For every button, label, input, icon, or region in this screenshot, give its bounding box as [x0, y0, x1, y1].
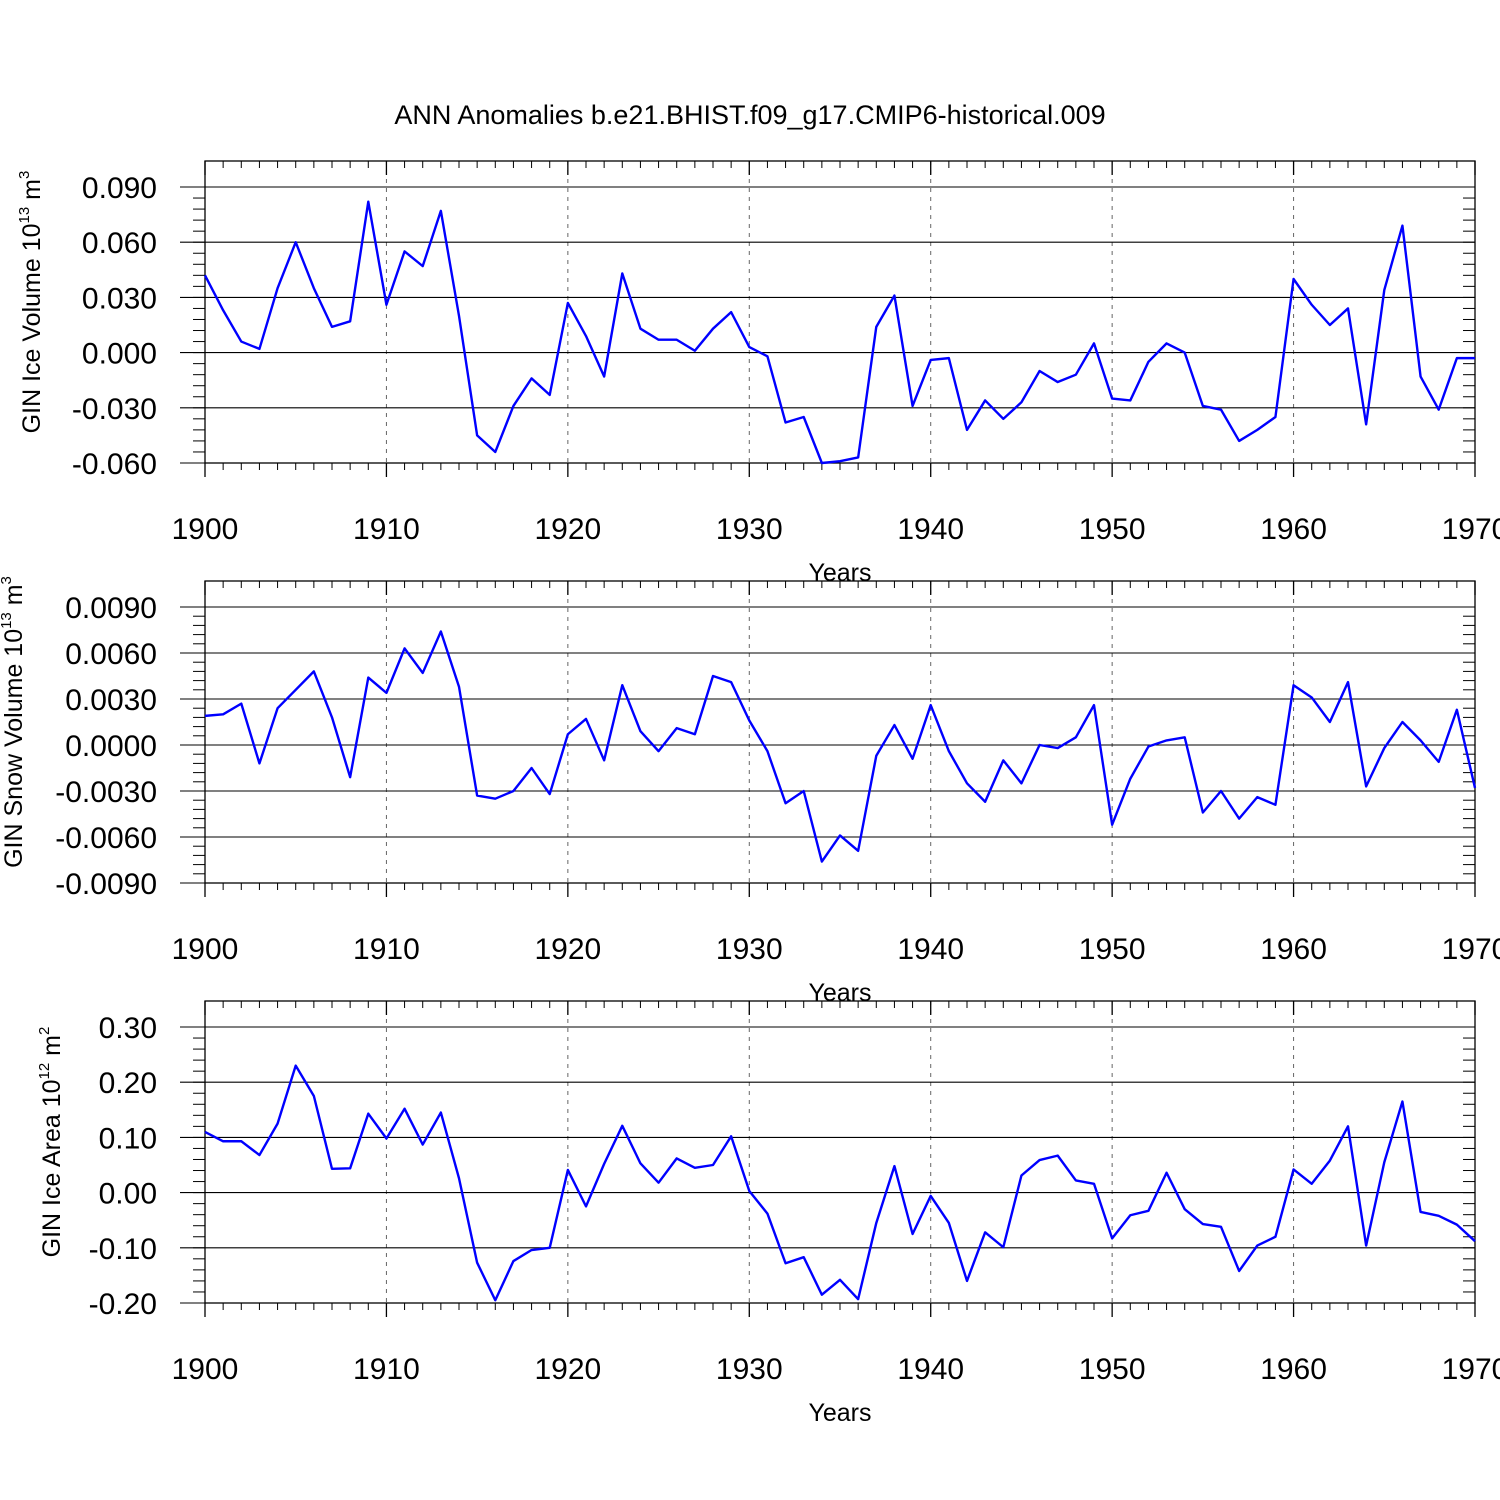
y-tick-label: -0.060	[72, 448, 157, 481]
x-tick-label: 1950	[1079, 1353, 1146, 1386]
y-axis-label-unit: m	[38, 1035, 66, 1063]
panels: 1900 1910 1920 1930 1940 1950 1960 1970 -0.060 -0…	[0, 160, 1500, 1427]
plot-frame	[204, 160, 1476, 464]
x-tick-label: 1930	[716, 513, 783, 546]
y-tick-label: 0.10	[99, 1122, 157, 1155]
y-axis-label: GIN Snow Volume 1013 m3	[0, 576, 28, 868]
figure-title: ANN Anomalies b.e21.BHIST.f09_g17.CMIP6-…	[394, 100, 1105, 130]
plot-frame	[204, 580, 1476, 884]
x-tick-label: 1900	[172, 933, 239, 966]
y-axis-label-unit-exponent: 2	[36, 1027, 53, 1035]
panel-3: 1900 1910 1920 1930 1940 1950 1960 1970 -0.20 -0.…	[36, 1000, 1500, 1427]
y-tick-label: -0.10	[89, 1233, 157, 1266]
y-tick-label: 0.00	[99, 1178, 157, 1211]
series-line	[203, 200, 1475, 465]
x-tick-label: 1930	[716, 933, 783, 966]
y-axis-label: GIN Ice Area 1012 m2	[36, 1027, 66, 1258]
y-tick-label: -0.0030	[55, 776, 157, 809]
x-tick-label: 1960	[1260, 513, 1327, 546]
x-tick-label: 1910	[353, 1353, 420, 1386]
x-tick-label: 1900	[172, 513, 239, 546]
y-tick-label: 0.030	[82, 282, 157, 315]
x-tick-label: 1970	[1442, 1353, 1500, 1386]
panel-2: 1900 1910 1920 1930 1940 1950 1960 1970 -0.0090 -…	[0, 576, 1500, 1007]
y-axis-label-exponent: 12	[36, 1063, 53, 1080]
x-tick-label: 1940	[897, 513, 964, 546]
plot-frame	[204, 1000, 1476, 1304]
y-tick-label: 0.0090	[65, 592, 157, 625]
x-tick-label: 1920	[534, 933, 601, 966]
y-tick-label: 0.000	[82, 338, 157, 371]
x-tick-label: 1950	[1079, 513, 1146, 546]
x-tick-label: 1960	[1260, 1353, 1327, 1386]
y-tick-label: 0.060	[82, 227, 157, 260]
y-axis-label-text: GIN Ice Volume 10	[18, 223, 46, 433]
y-tick-label: -0.20	[89, 1288, 157, 1321]
y-tick-label: 0.0000	[65, 730, 157, 763]
y-tick-label: -0.030	[72, 393, 157, 426]
y-tick-label: 0.20	[99, 1067, 157, 1100]
x-tick-label: 1910	[353, 513, 420, 546]
x-tick-label: 1920	[534, 1353, 601, 1386]
x-tick-label: 1950	[1079, 933, 1146, 966]
x-tick-label: 1940	[897, 933, 964, 966]
x-tick-label: 1940	[897, 1353, 964, 1386]
x-tick-label: 1910	[353, 933, 420, 966]
y-tick-label: 0.0030	[65, 684, 157, 717]
x-tick-label: 1970	[1442, 513, 1500, 546]
y-axis-label-exponent: 13	[16, 207, 33, 224]
y-tick-label: -0.0090	[55, 868, 157, 901]
y-axis-label-unit: m	[0, 584, 28, 612]
series-line	[204, 630, 1477, 863]
y-tick-label: 0.0060	[65, 638, 157, 671]
x-axis-label: Years	[808, 1399, 871, 1427]
y-axis-label-unit: m	[18, 179, 46, 207]
y-axis-label-text: GIN Snow Volume 10	[0, 629, 28, 868]
x-tick-label: 1900	[172, 1353, 239, 1386]
y-tick-label: 0.090	[82, 172, 157, 205]
y-tick-label: 0.30	[99, 1012, 157, 1045]
x-tick-label: 1970	[1442, 933, 1500, 966]
panel-1: 1900 1910 1920 1930 1940 1950 1960 1970 -0.060 -0…	[16, 160, 1500, 587]
x-tick-label: 1960	[1260, 933, 1327, 966]
y-tick-label: -0.0060	[55, 822, 157, 855]
y-axis-label-text: GIN Ice Area 10	[38, 1079, 66, 1257]
y-axis-label-unit-exponent: 3	[0, 576, 15, 584]
series-line	[204, 1064, 1476, 1302]
x-tick-label: 1920	[534, 513, 601, 546]
y-axis-label-exponent: 13	[0, 612, 15, 629]
x-tick-label: 1930	[716, 1353, 783, 1386]
y-axis-label: GIN Ice Volume 1013 m3	[16, 171, 46, 434]
y-axis-label-unit-exponent: 3	[16, 171, 33, 179]
